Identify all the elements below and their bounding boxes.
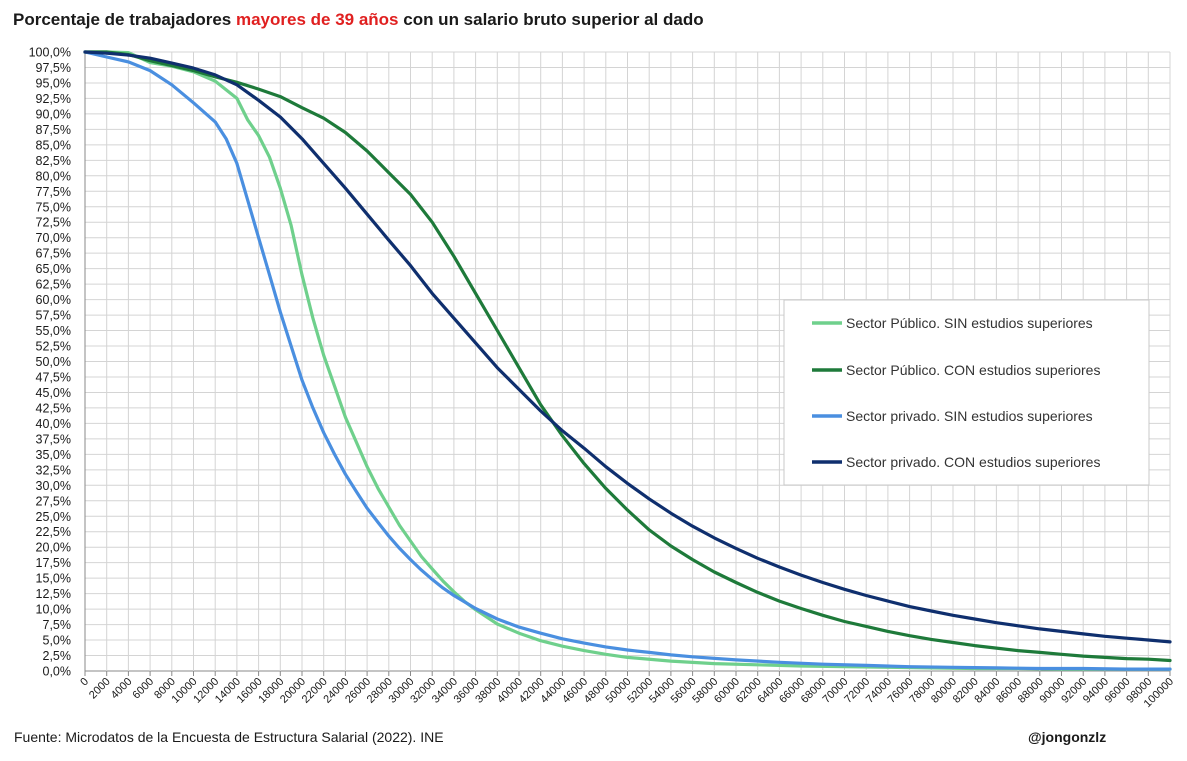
y-tick-label: 97,5% bbox=[36, 61, 71, 75]
y-tick-label: 80,0% bbox=[36, 169, 71, 183]
y-tick-label: 37,5% bbox=[36, 432, 71, 446]
y-tick-label: 2,5% bbox=[43, 649, 72, 663]
author-handle: @jongonzlz bbox=[1028, 729, 1107, 745]
series-line-3 bbox=[83, 50, 1172, 671]
y-tick-label: 47,5% bbox=[36, 370, 71, 384]
y-tick-label: 35,0% bbox=[36, 448, 71, 462]
series-line-4 bbox=[83, 50, 1172, 644]
legend-label: Sector Público. SIN estudios superiores bbox=[846, 315, 1093, 331]
legend-box bbox=[783, 299, 1150, 486]
y-tick-label: 12,5% bbox=[36, 587, 71, 601]
y-tick-label: 72,5% bbox=[36, 216, 71, 230]
y-tick-label: 92,5% bbox=[36, 92, 71, 106]
title-part-2: con un salario bruto superior al dado bbox=[398, 10, 704, 29]
y-tick-label: 7,5% bbox=[43, 618, 72, 632]
legend-label: Sector privado. CON estudios superiores bbox=[846, 454, 1100, 470]
y-tick-label: 52,5% bbox=[36, 340, 71, 354]
y-tick-label: 40,0% bbox=[36, 417, 71, 431]
y-tick-label: 0,0% bbox=[43, 665, 72, 679]
y-tick-label: 65,0% bbox=[36, 262, 71, 276]
y-tick-label: 22,5% bbox=[36, 525, 71, 539]
y-tick-label: 32,5% bbox=[36, 463, 71, 477]
y-tick-label: 95,0% bbox=[36, 76, 71, 90]
y-axis-ticks: 0,0% 2,5%5,0% 7,5%10,0% 12,5%15,0% 17,5%20,0… bbox=[29, 46, 71, 679]
y-tick-label: 45,0% bbox=[36, 386, 71, 400]
x-tick-label: 6000 bbox=[130, 676, 156, 702]
x-tick-label: 2000 bbox=[87, 676, 113, 702]
y-tick-label: 42,5% bbox=[36, 401, 71, 415]
legend-label: Sector Público. CON estudios superiores bbox=[846, 362, 1100, 378]
y-tick-label: 57,5% bbox=[36, 309, 71, 323]
y-tick-label: 85,0% bbox=[36, 138, 71, 152]
y-tick-label: 5,0% bbox=[43, 634, 72, 648]
y-tick-label: 87,5% bbox=[36, 123, 71, 137]
title-highlight: mayores de 39 años bbox=[235, 10, 399, 29]
x-axis-ticks: 0200040006000800010000120001400016000180… bbox=[78, 676, 1176, 710]
y-tick-label: 82,5% bbox=[36, 154, 71, 168]
y-tick-label: 100,0% bbox=[29, 46, 71, 60]
y-tick-label: 25,0% bbox=[36, 510, 71, 524]
y-tick-label: 55,0% bbox=[36, 324, 71, 338]
y-tick-label: 70,0% bbox=[36, 231, 71, 245]
legend-label: Sector privado. SIN estudios superiores bbox=[846, 408, 1093, 424]
series-line-2 bbox=[83, 50, 1172, 663]
chart-legend: Sector Público. SIN estudios superiores S… bbox=[783, 299, 1150, 486]
y-tick-label: 62,5% bbox=[36, 278, 71, 292]
y-tick-label: 75,0% bbox=[36, 200, 71, 214]
chart-title: Porcentaje de trabajadores mayores de 39… bbox=[13, 10, 704, 30]
source-note: Fuente: Microdatos de la Encuesta de Est… bbox=[14, 729, 444, 745]
y-tick-label: 17,5% bbox=[36, 556, 71, 570]
y-tick-label: 20,0% bbox=[36, 541, 71, 555]
y-tick-label: 10,0% bbox=[36, 603, 71, 617]
y-tick-label: 27,5% bbox=[36, 494, 71, 508]
series-lines bbox=[83, 50, 1172, 671]
y-tick-label: 67,5% bbox=[36, 247, 71, 261]
series-line-1 bbox=[83, 50, 1172, 671]
y-tick-label: 50,0% bbox=[36, 355, 71, 369]
y-tick-label: 15,0% bbox=[36, 572, 71, 586]
y-tick-label: 60,0% bbox=[36, 293, 71, 307]
y-tick-label: 90,0% bbox=[36, 107, 71, 121]
x-tick-label: 4000 bbox=[109, 676, 135, 702]
y-tick-label: 30,0% bbox=[36, 479, 71, 493]
x-tick-label: 0 bbox=[78, 676, 91, 689]
y-tick-label: 77,5% bbox=[36, 185, 71, 199]
title-part-1: Porcentaje de trabajadores bbox=[13, 10, 236, 29]
